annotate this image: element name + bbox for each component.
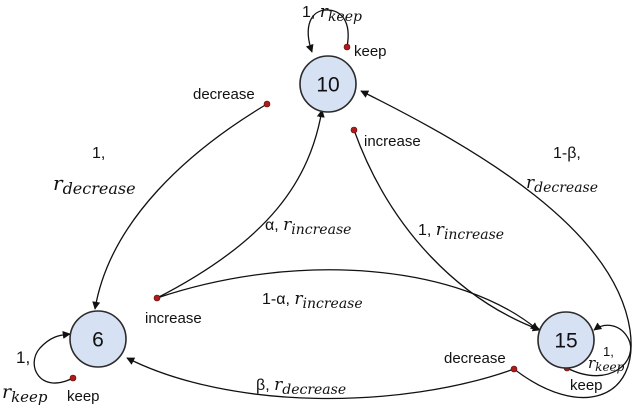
action-label-6-keep: keep xyxy=(67,388,100,405)
edge-15-to-10-decrease xyxy=(360,90,632,399)
action-label-6-increase: increase xyxy=(145,310,202,327)
state-10: 10 xyxy=(299,55,357,113)
edge-label-loop-6-reward: rkeep xyxy=(2,381,48,406)
state-15-label: 15 xyxy=(554,330,577,353)
edge-label-10-to-15: 1, rincrease xyxy=(418,220,504,243)
action-dot-10-increase xyxy=(350,126,358,134)
action-dot-15-decrease xyxy=(510,365,518,373)
edge-label-loop-10: 1, rkeep xyxy=(302,2,362,25)
edge-6-to-10-increase xyxy=(156,109,325,299)
action-dot-10-decrease xyxy=(263,100,271,108)
edge-label-6-to-10: α, rincrease xyxy=(265,215,351,238)
edge-10-to-15-increase xyxy=(353,129,541,332)
state-6-label: 6 xyxy=(92,329,104,352)
action-label-10-keep: keep xyxy=(354,43,387,60)
edge-6-to-15-increase xyxy=(156,269,539,331)
action-dot-6-increase xyxy=(153,294,161,302)
edge-loop-15-keep xyxy=(566,322,632,377)
edge-label-6-to-15: 1-α, rincrease xyxy=(262,289,363,312)
edge-label-loop-15-prob: 1, xyxy=(603,344,614,359)
edge-10-to-6-decrease xyxy=(92,103,268,310)
edge-loop-10-keep xyxy=(305,9,349,53)
edge-loop-6-keep xyxy=(33,330,74,384)
edge-label-10-to-6-reward: rdecrease xyxy=(53,171,136,198)
edge-label-loop-15-reward: rkeep xyxy=(588,354,625,374)
edge-label-loop-6-prob: 1, xyxy=(16,348,30,367)
state-6: 6 xyxy=(69,310,127,368)
action-dot-6-keep xyxy=(69,374,77,382)
edge-label-15-to-6: β, rdecrease xyxy=(256,375,346,398)
action-label-10-decrease: decrease xyxy=(193,86,255,103)
action-dot-10-keep xyxy=(343,43,351,51)
state-10-label: 10 xyxy=(316,74,339,97)
edge-label-15-to-10-prob: 1-β, xyxy=(553,145,581,162)
action-label-15-decrease: decrease xyxy=(444,350,506,367)
state-15: 15 xyxy=(537,311,595,369)
edge-label-10-to-6-prob: 1, xyxy=(92,145,105,162)
action-label-15-keep: keep xyxy=(570,377,603,394)
edge-15-to-6-decrease xyxy=(126,357,515,400)
edge-label-15-to-10-reward: rdecrease xyxy=(526,173,598,196)
action-label-10-increase: increase xyxy=(364,133,421,150)
